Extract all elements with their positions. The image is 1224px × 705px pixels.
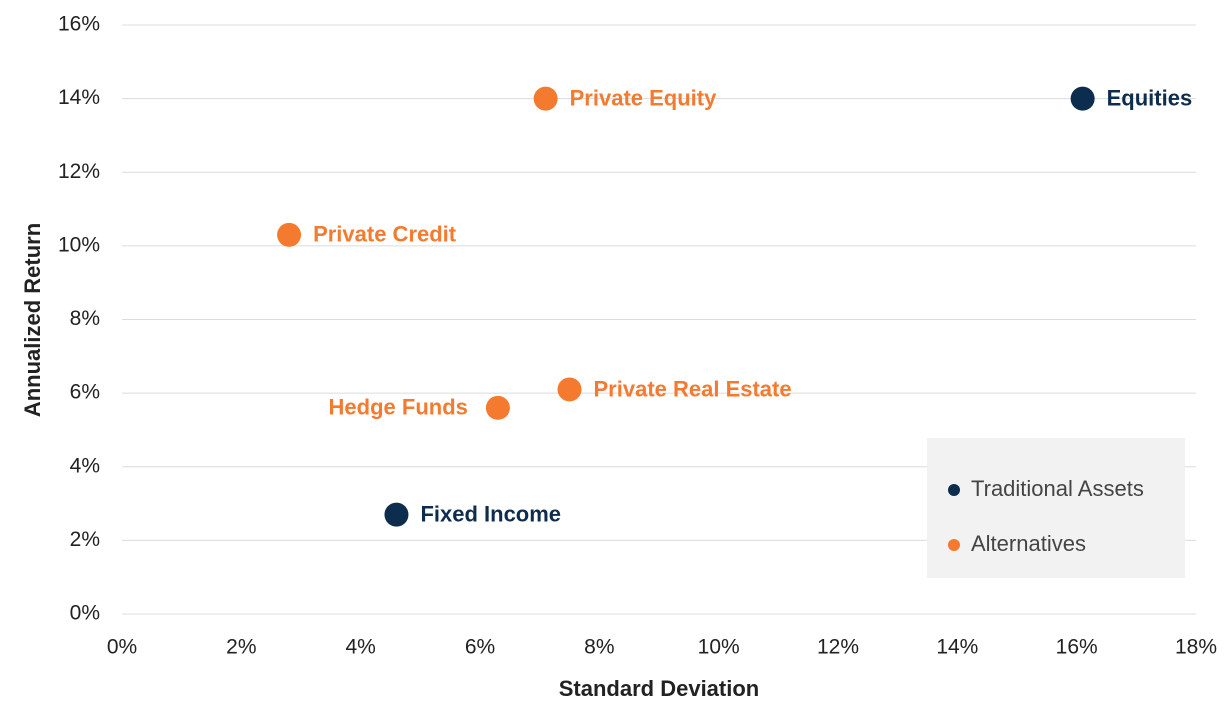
legend-marker [948, 539, 960, 551]
y-tick-label: 8% [70, 307, 100, 330]
y-tick-label: 12% [58, 160, 100, 183]
point-label: Private Real Estate [594, 376, 792, 401]
x-tick-label: 8% [584, 636, 614, 659]
legend-box [927, 438, 1185, 578]
x-tick-label: 0% [107, 636, 137, 659]
x-tick-label: 4% [345, 636, 375, 659]
y-tick-label: 4% [70, 454, 100, 477]
point-label: Fixed Income [420, 501, 561, 526]
x-tick-label: 14% [936, 636, 978, 659]
y-tick-label: 10% [58, 233, 100, 256]
point [1070, 86, 1095, 111]
point [557, 377, 582, 402]
y-tick-label: 14% [58, 86, 100, 109]
legend-marker [948, 484, 960, 496]
point-label: Private Credit [313, 222, 457, 247]
x-tick-label: 6% [465, 636, 495, 659]
x-tick-label: 12% [817, 636, 859, 659]
point-label: Equities [1107, 85, 1193, 110]
x-axis-title: Standard Deviation [559, 676, 759, 701]
x-tick-label: 2% [226, 636, 256, 659]
point [485, 395, 510, 420]
point-label: Hedge Funds [329, 395, 468, 420]
x-tick-label: 16% [1056, 636, 1098, 659]
y-axis-title: Annualized Return [20, 223, 45, 417]
y-tick-label: 0% [70, 602, 100, 625]
legend-label: Alternatives [971, 531, 1086, 556]
y-tick-label: 2% [70, 528, 100, 551]
point-label: Private Equity [570, 85, 717, 110]
point [533, 86, 558, 111]
y-tick-label: 16% [58, 13, 100, 36]
point [384, 502, 409, 527]
point [277, 222, 302, 247]
x-tick-label: 10% [698, 636, 740, 659]
x-tick-label: 18% [1175, 636, 1217, 659]
legend-label: Traditional Assets [971, 476, 1144, 501]
y-tick-label: 6% [70, 381, 100, 404]
